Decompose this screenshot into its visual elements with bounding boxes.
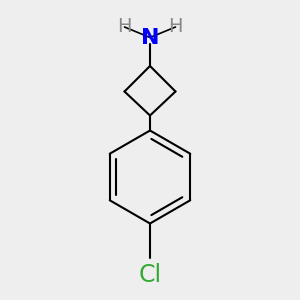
Text: Cl: Cl [138, 262, 162, 286]
Text: H: H [168, 17, 183, 37]
Text: N: N [141, 28, 159, 47]
Text: H: H [117, 17, 132, 37]
